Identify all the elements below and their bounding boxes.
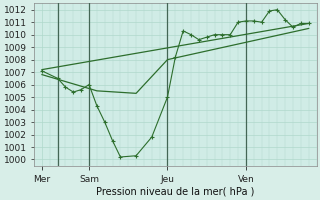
X-axis label: Pression niveau de la mer( hPa ): Pression niveau de la mer( hPa ) bbox=[96, 187, 254, 197]
